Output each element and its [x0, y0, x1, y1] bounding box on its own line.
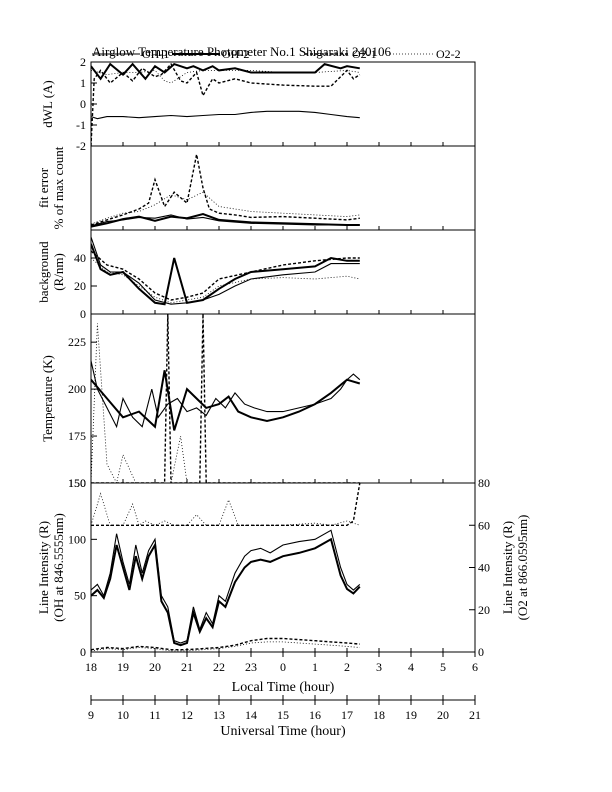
local-xtick-label: 5 [440, 660, 446, 674]
universal-xtick-label: 19 [405, 708, 417, 722]
universal-xtick-label: 10 [117, 708, 129, 722]
background-series-oh-2 [91, 243, 360, 306]
local-xtick-label: 0 [280, 660, 286, 674]
universal-xtick-label: 12 [181, 708, 193, 722]
temperature-ytick-label: 225 [68, 335, 86, 349]
fit_error-ylabel: fit error [36, 167, 51, 208]
temperature-ytick-label: 150 [68, 476, 86, 490]
line_intensity-series-oh-2 [91, 537, 361, 647]
line_intensity-ytick-label: 50 [74, 589, 86, 603]
dwl-ylabel: dWL (A) [40, 80, 55, 128]
line_intensity-series-o2-1-right [91, 483, 361, 526]
background-series-o2-1 [91, 250, 360, 301]
temperature-ylabel: Temperature (K) [40, 355, 55, 442]
universal-xtick-label: 16 [309, 708, 321, 722]
universal-xtick-label: 21 [469, 708, 481, 722]
line_intensity-ylabel-2: (OH at 846.5555nm) [51, 513, 66, 622]
local-xtick-label: 1 [312, 660, 318, 674]
dwl-ytick-label: -2 [76, 139, 86, 153]
dwl-series-o2-1 [91, 62, 361, 146]
line_intensity-series-oh-1 [91, 529, 361, 644]
background-series-o2-2 [91, 257, 360, 304]
universal-xtick-label: 11 [149, 708, 161, 722]
local-xtick-label: 4 [408, 660, 414, 674]
plot-frame [90, 61, 476, 653]
line_intensity-ytick-right-label: 40 [478, 561, 490, 575]
line_intensity-ytick-right-label: 80 [478, 476, 490, 490]
universal-time-axis-label: Universal Time (hour) [220, 724, 346, 739]
line_intensity-ylabel-right: Line Intensity (R) [500, 521, 515, 614]
legend: OH-1 OH-2 O2-1 O2-2 [92, 47, 461, 61]
line_intensity-ytick-right-label: 60 [478, 518, 490, 532]
line_intensity-ytick-right-label: 0 [478, 645, 484, 659]
background-ytick-label: 40 [74, 251, 86, 265]
local-xtick-label: 18 [85, 660, 97, 674]
fit_error-series-o2-1 [91, 154, 360, 226]
chart-title: Airglow Temperature Photometer No.1 Shig… [92, 44, 392, 59]
fit_error-series-oh-2 [91, 212, 360, 228]
local-xtick-label: 21 [181, 660, 193, 674]
line_intensity-ytick-label: 0 [80, 645, 86, 659]
line_intensity-ylabel-right-2: (O2 at 866.0595nm) [515, 515, 530, 621]
legend-label-o2-1: O2-1 [352, 47, 377, 61]
local-xtick-label: 2 [344, 660, 350, 674]
legend-label-o2-2: O2-2 [436, 47, 461, 61]
universal-xtick-label: 17 [341, 708, 353, 722]
dwl-ytick-label: 1 [80, 76, 86, 90]
fit_error-series-o2-2 [91, 191, 360, 225]
temperature-ytick-label: 200 [68, 382, 86, 396]
dwl-ytick-label: 0 [80, 97, 86, 111]
dwl-series-o2-2 [91, 69, 360, 84]
line_intensity-ytick-label: 150 [68, 476, 86, 490]
dwl-series-oh-2 [91, 62, 360, 81]
background-ylabel-2: (R/nm) [51, 253, 66, 291]
local-xtick-label: 22 [213, 660, 225, 674]
local-xtick-label: 23 [245, 660, 257, 674]
background-ylabel: background [36, 241, 51, 303]
local-xtick-label: 19 [117, 660, 129, 674]
universal-xtick-label: 9 [88, 708, 94, 722]
legend-label-oh-2: OH-2 [222, 47, 249, 61]
temperature-series-o2-2 [91, 323, 360, 483]
dwl-series-oh-1 [91, 110, 360, 120]
universal-xtick-label: 14 [245, 708, 257, 722]
local-time-axis-label: Local Time (hour) [232, 680, 335, 695]
universal-xtick-label: 18 [373, 708, 385, 722]
universal-xtick-label: 20 [437, 708, 449, 722]
temperature-ytick-label: 175 [68, 429, 86, 443]
local-xtick-label: 3 [376, 660, 382, 674]
line_intensity-series-o2-2 [91, 641, 360, 652]
local-xtick-label: 20 [149, 660, 161, 674]
line_intensity-ylabel: Line Intensity (R) [36, 521, 51, 614]
line_intensity-ytick-right-label: 20 [478, 603, 490, 617]
local-xtick-label: 6 [472, 660, 478, 674]
dwl-ytick-label: 2 [80, 55, 86, 69]
line_intensity-ytick-label: 100 [68, 532, 86, 546]
line_intensity-series-o2-1 [91, 637, 360, 651]
temperature-series-oh-1 [91, 360, 361, 429]
universal-xtick-label: 15 [277, 708, 289, 722]
background-series-oh-1 [91, 236, 360, 305]
dwl-ytick-label: -1 [76, 118, 86, 132]
temperature-series-oh-2 [91, 370, 361, 431]
line_intensity-series-o2-2-right [91, 492, 360, 526]
background-ytick-label: 0 [80, 307, 86, 321]
background-ytick-label: 20 [74, 279, 86, 293]
universal-xtick-label: 13 [213, 708, 225, 722]
fit_error-ylabel-2: % of max count [51, 146, 66, 229]
legend-label-oh-1: OH-1 [142, 47, 169, 61]
